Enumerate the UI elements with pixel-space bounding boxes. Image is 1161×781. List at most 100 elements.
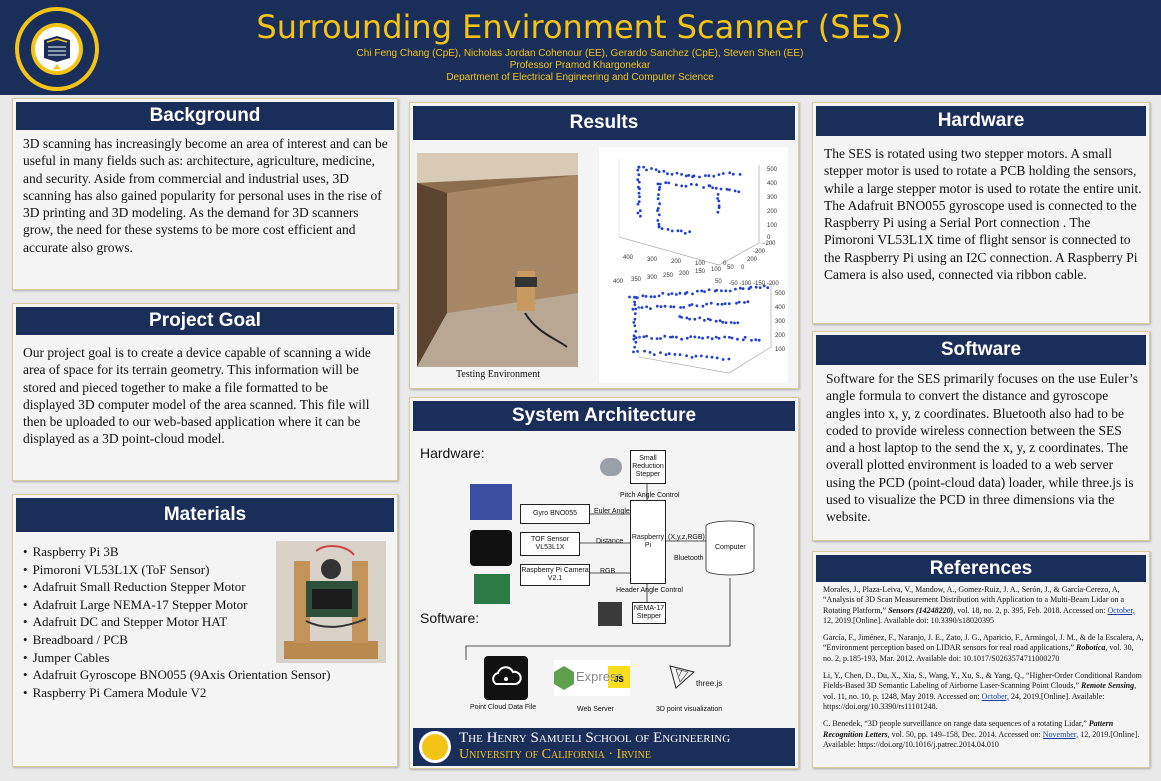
point-cloud-dot [714,186,718,190]
point-cloud-dot [650,337,654,340]
point-cloud-dot [637,173,641,177]
point-cloud-dot [680,316,683,319]
point-cloud-dot [737,190,741,194]
plot1-ytick: −200 [762,241,776,247]
point-cloud-dot [728,289,732,293]
pcd-label: Point Cloud Data File [470,704,537,711]
materials-heading: Materials [16,498,394,532]
point-cloud-dot [666,228,670,231]
point-cloud-dot [659,351,662,354]
point-cloud-dot [733,189,737,193]
reference-journal: Sensors (14248220) [888,605,954,615]
point-cloud-dot [678,291,682,295]
web-server-label: Web Server [577,706,614,713]
point-cloud-dot [634,330,638,333]
plot1-xtick: 300 [647,257,658,263]
hardware-label: Hardware: [420,445,485,461]
list-item: Adafruit Large NEMA-17 Stepper Motor [23,596,330,614]
plot2-ztick: 200 [775,333,786,339]
point-cloud-dot [656,209,659,212]
point-cloud-dot [736,321,740,325]
reference-item: C. Benedek, “3D people surveillance on r… [823,719,1145,750]
project-goal-panel: Project Goal Our project goal is to crea… [12,303,398,481]
point-cloud-dot [733,321,736,325]
plot2-top-ticks: 200 [679,271,690,277]
point-cloud-dot [695,183,698,187]
background-panel: Background 3D scanning has increasingly … [12,98,398,290]
point-cloud-dot [645,168,648,172]
point-cloud-dot [685,316,689,320]
point-cloud-dot [637,165,641,169]
raspberry-pi-box: Raspberry Pi [630,500,666,584]
point-cloud-dot [656,197,660,201]
point-cloud-dot [698,316,702,320]
point-cloud-dot [663,334,667,338]
point-cloud-dot [707,288,711,292]
point-cloud-dot [685,291,689,294]
point-cloud-dot [684,174,688,178]
pitch-control-label: Pitch Angle Control [620,492,680,499]
point-cloud-dot [660,227,664,230]
point-cloud-dot [639,214,642,218]
reference-link[interactable]: October, [1107,605,1135,615]
point-cloud-dot [721,358,725,361]
point-cloud-dot [724,289,728,293]
point-cloud-dot [670,292,674,295]
poster-header [0,0,1161,95]
point-cloud-dot [654,168,658,171]
threejs-label: three.js [696,679,723,688]
point-cloud-dot [669,335,672,339]
point-cloud-dot [684,184,688,188]
point-cloud-dot [714,319,718,323]
list-item: Raspberry Pi 3B [23,543,330,561]
point-cloud-dot [631,307,635,311]
point-cloud-dot [707,184,711,188]
point-cloud-dot [703,290,706,293]
point-cloud-dot [702,186,705,189]
plot2-top-ticks: 50 [727,265,734,271]
list-item: Jumper Cables [23,649,330,667]
point-cloud-dot [696,289,699,293]
point-cloud-dot [670,172,674,176]
point-cloud-dot [633,345,637,349]
professor-line: Professor Pramod Khargonekar [509,60,651,71]
tof-sensor-photo [470,530,512,566]
point-cloud-dot [743,301,746,304]
reference-item: García, F., Jiménez, F., Naranjo, J. E.,… [823,633,1145,664]
point-cloud-dot [638,187,641,191]
point-cloud-dot [694,354,698,358]
point-cloud-dot [730,336,734,340]
point-cloud-dot [636,178,640,182]
point-cloud-dot [710,337,714,341]
threejs-icon [668,664,696,690]
point-cloud-dot [710,355,714,359]
point-cloud-dot [645,305,648,309]
point-cloud-dot [721,320,725,324]
point-cloud-dot [638,195,641,199]
point-cloud-dot [659,305,663,309]
point-cloud-dot [727,302,731,306]
point-cloud-dot [661,291,665,295]
point-cloud-dot [675,293,678,296]
point-cloud-dot [705,355,709,359]
reference-text: , vol. 11, no. 10, p. 1248, May 2019. Ac… [823,681,1137,701]
small-stepper-box: Small Reduction Stepper [630,450,666,484]
point-cloud-dot [719,187,723,191]
point-cloud-dot [658,186,662,189]
point-cloud-dot [689,335,693,338]
testing-environment-caption: Testing Environment [455,369,540,380]
reference-link[interactable]: November, [1042,729,1079,739]
reference-link[interactable]: October, [981,691,1010,701]
point-cloud-dot [754,338,758,342]
point-cloud-dot [762,284,766,288]
point-cloud-dot [680,184,684,188]
reference-text: 12, 2019.[Online]. Available doi: 10.339… [823,615,994,625]
point-cloud-dot [750,338,753,342]
computer-label: Computer [715,544,746,551]
point-cloud-dot [657,188,661,191]
tof-box: TOF Sensor VL53L1X [520,532,580,556]
device-photo [276,541,386,663]
point-cloud-dot [653,295,656,299]
point-cloud-dot [642,335,646,339]
point-cloud-dot [741,287,745,290]
